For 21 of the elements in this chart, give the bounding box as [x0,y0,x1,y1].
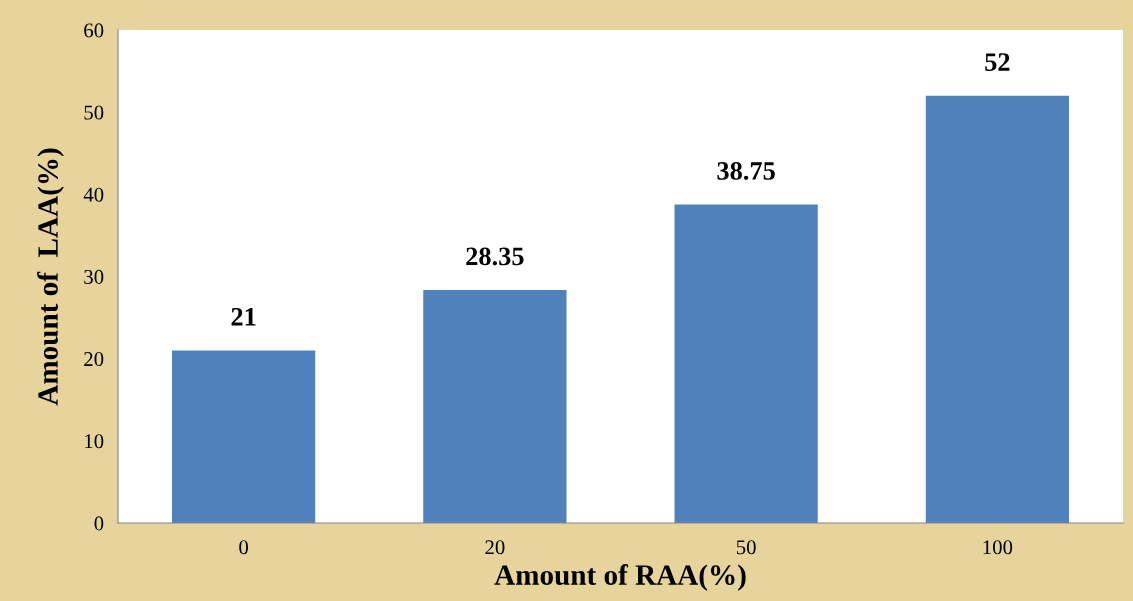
data-label: 21 [231,307,256,326]
y-tick-label: 20 [84,352,104,367]
bar [674,204,818,523]
data-label: 52 [985,53,1010,71]
y-tick-label: 60 [84,23,104,38]
y-tick-label: 0 [94,516,104,531]
data-label: 38.75 [717,161,775,180]
x-tick-label: 100 [983,540,1013,555]
data-label: 28.35 [466,247,524,266]
x-tick-label: 50 [736,540,756,555]
y-tick-label: 50 [84,105,104,120]
x-axis-title: Amount of RAA(%) [494,564,746,591]
y-tick-label: 10 [85,434,104,449]
y-tick-label: 40 [83,187,104,202]
y-axis-title: Amount of LAA(%) [37,148,64,406]
y-tick-label: 30 [84,269,104,284]
bar [172,350,316,523]
bar [925,95,1069,523]
x-tick-label: 0 [239,540,249,555]
bar [423,290,567,523]
x-tick-label: 20 [485,540,505,555]
